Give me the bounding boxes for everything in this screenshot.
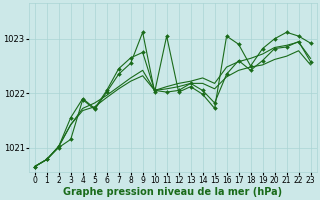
X-axis label: Graphe pression niveau de la mer (hPa): Graphe pression niveau de la mer (hPa)	[63, 187, 282, 197]
